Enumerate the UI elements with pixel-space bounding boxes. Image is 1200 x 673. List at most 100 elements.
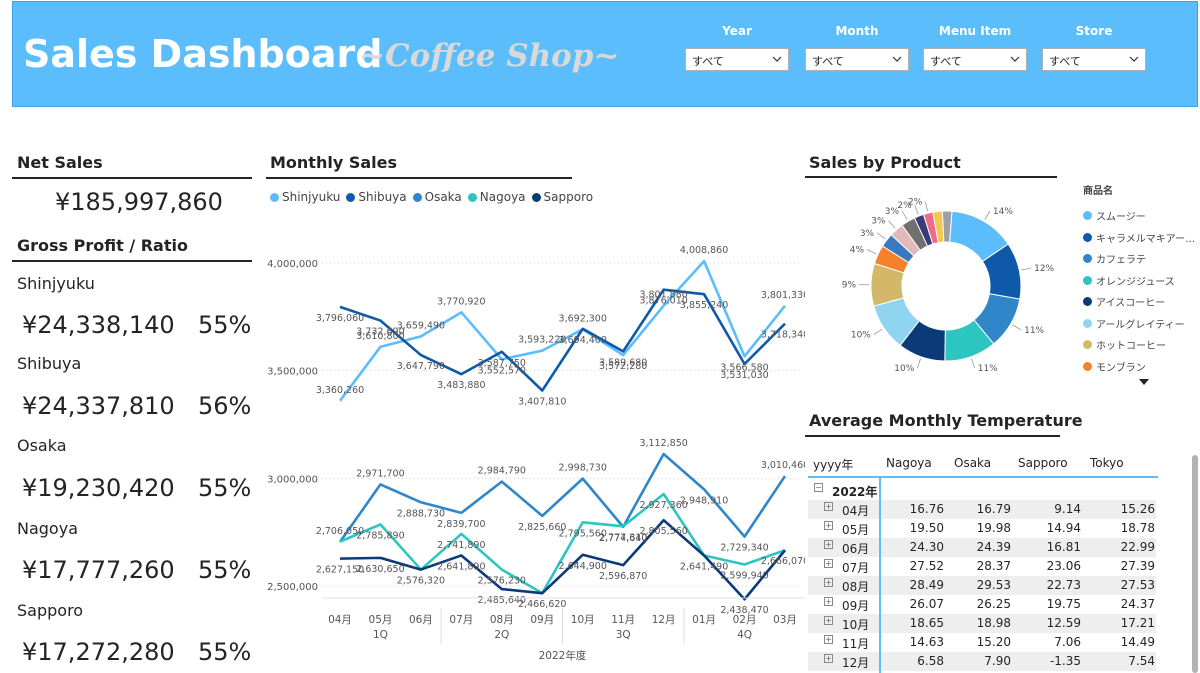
menu-item-filter[interactable]: Menu Item すべて [923, 24, 1027, 71]
leader-line [888, 220, 896, 229]
leader-line [1012, 324, 1022, 331]
leader-line [866, 249, 877, 255]
nagoya-cell: 24.30 [909, 540, 944, 554]
expand-icon[interactable]: + [824, 502, 833, 511]
legend-item-shinjyuku[interactable]: Shinjyuku [270, 190, 340, 204]
expand-icon[interactable]: + [824, 597, 833, 606]
data-label: 2,805,560 [639, 526, 687, 537]
product-legend-label: アールグレイティー [1096, 319, 1185, 331]
year-filter[interactable]: Year すべて [685, 24, 789, 71]
column-header-osaka[interactable]: Osaka [954, 456, 992, 470]
store-dropdown[interactable]: すべて [1042, 48, 1146, 71]
product-legend-item[interactable]: モンブラン [1083, 356, 1195, 378]
data-label: 2,948,910 [680, 495, 728, 506]
product-legend-item[interactable]: アールグレイティー [1083, 313, 1195, 335]
y-tick-label: 2,500,000 [267, 582, 318, 593]
product-legend-item[interactable]: キャラメルマキアー… [1083, 227, 1195, 249]
month-filter[interactable]: Month すべて [805, 24, 909, 71]
header-banner: Sales Dashboard ~Coffee Shop~ Year すべて M… [12, 1, 1198, 107]
legend-item-nagoya[interactable]: Nagoya [467, 190, 526, 204]
table-row[interactable]: +10月 18.65 18.98 12.59 17.21 [808, 614, 1156, 633]
column-header-tokyo[interactable]: Tokyo [1090, 456, 1124, 470]
sapporo-cell: -1.35 [1049, 654, 1081, 668]
product-legend-item[interactable]: ホットコーヒー [1083, 334, 1195, 356]
product-legend-item[interactable]: アイスコーヒー [1083, 291, 1195, 313]
legend-item-osaka[interactable]: Osaka [412, 190, 462, 204]
nagoya-cell: 16.76 [909, 502, 944, 516]
table-row[interactable]: +06月 24.30 24.39 16.81 22.99 [808, 538, 1156, 557]
tokyo-cell: 22.99 [1120, 540, 1155, 554]
store-name-osaka: Osaka [17, 436, 67, 455]
year-dropdown[interactable]: すべて [685, 48, 789, 71]
monthly-sales-line-chart[interactable]: 4,000,000 3,500,000 3,000,000 2,500,000 3,36… [260, 230, 805, 670]
data-label: 2,706,050 [316, 526, 364, 537]
x-tick-label: 12月 [652, 614, 676, 626]
sales-by-product-donut-chart[interactable]: 14%12%11%11%10%10%9%4%3%3%3%2%2% [820, 190, 1080, 390]
month-cell: 07月 [842, 561, 870, 575]
product-legend-label: アイスコーヒー [1096, 298, 1166, 310]
series-line-osaka[interactable] [338, 452, 787, 543]
donut-slice[interactable] [941, 210, 953, 243]
data-label: 3,587,750 [478, 358, 526, 369]
month-cell: 10月 [842, 618, 870, 632]
legend-item-sapporo[interactable]: Sapporo [531, 190, 593, 204]
column-header-year[interactable]: yyyy年 [813, 458, 854, 472]
data-label: 2,774,640 [599, 533, 647, 544]
table-row[interactable]: +04月 16.76 16.79 9.14 15.26 [808, 500, 1156, 519]
data-label: 3,659,490 [397, 320, 445, 331]
series-line-shibuya[interactable] [339, 288, 786, 392]
table-row[interactable]: +11月 14.63 15.20 7.06 14.49 [808, 633, 1156, 652]
column-header-sapporo[interactable]: Sapporo [1018, 456, 1068, 470]
x-tick-label: 01月 [692, 614, 716, 626]
table-row[interactable]: +08月 28.49 29.53 22.73 27.53 [808, 576, 1156, 595]
data-label: 3,589,680 [599, 357, 647, 368]
expand-icon[interactable]: + [824, 540, 833, 549]
store-filter[interactable]: Store すべて [1042, 24, 1146, 71]
month-cell: 11月 [842, 637, 870, 651]
table-row[interactable]: +12月 6.58 7.90 -1.35 7.54 [808, 652, 1156, 671]
sales-by-product-divider [805, 176, 1057, 178]
series-line-shinjyuku[interactable] [338, 259, 787, 402]
legend-scroll-down-icon[interactable] [1139, 379, 1149, 387]
nagoya-cell: 26.07 [909, 597, 944, 611]
slice-label: 11% [1024, 326, 1044, 336]
gross-profit-sapporo: ¥17,272,280 [22, 638, 175, 666]
gross-profit-shinjyuku: ¥24,338,140 [22, 311, 175, 339]
product-legend-item[interactable]: オレンジジュース [1083, 270, 1195, 292]
product-legend-item[interactable]: カフェラテ [1083, 248, 1195, 270]
table-row[interactable]: +07月 27.52 28.37 23.06 27.39 [808, 557, 1156, 576]
table-row-year[interactable]: − 2022年 [808, 481, 1156, 500]
collapse-icon[interactable]: − [814, 483, 823, 492]
sapporo-cell: 12.59 [1046, 616, 1081, 630]
tokyo-cell: 17.21 [1120, 616, 1155, 630]
data-label: 2,777,310 [599, 532, 647, 543]
tokyo-cell: 27.39 [1120, 559, 1155, 573]
data-label: 2,825,660 [518, 522, 566, 533]
column-header-nagoya[interactable]: Nagoya [886, 456, 932, 470]
page-scrollbar[interactable] [1192, 455, 1198, 673]
legend-item-shibuya[interactable]: Shibuya [346, 190, 407, 204]
store-name-shinjyuku: Shinjyuku [17, 274, 95, 293]
expand-icon[interactable]: + [824, 559, 833, 568]
expand-icon[interactable]: + [824, 654, 833, 663]
osaka-cell: 26.25 [976, 597, 1011, 611]
month-dropdown[interactable]: すべて [805, 48, 909, 71]
series-line-nagoya[interactable] [339, 492, 786, 595]
legend-dot [1083, 361, 1092, 371]
menu-item-dropdown[interactable]: すべて [923, 48, 1027, 71]
gross-profit-divider [12, 260, 252, 262]
data-label: 2,627,150 [316, 565, 364, 576]
sapporo-cell: 16.81 [1046, 540, 1081, 554]
legend-label: Shinjyuku [282, 190, 341, 204]
series-line-sapporo[interactable] [339, 518, 787, 601]
table-row[interactable]: +09月 26.07 26.25 19.75 24.37 [808, 595, 1156, 614]
profit-ratio-shinjyuku: 55% [198, 311, 252, 339]
store-filter-label: Store [1075, 24, 1113, 38]
product-legend-item[interactable]: スムージー [1083, 205, 1195, 227]
slice-label: 11% [978, 364, 998, 374]
table-row[interactable]: +05月 19.50 19.98 14.94 18.78 [808, 519, 1156, 538]
expand-icon[interactable]: + [824, 616, 833, 625]
expand-icon[interactable]: + [824, 635, 833, 644]
expand-icon[interactable]: + [824, 521, 833, 530]
expand-icon[interactable]: + [824, 578, 833, 587]
